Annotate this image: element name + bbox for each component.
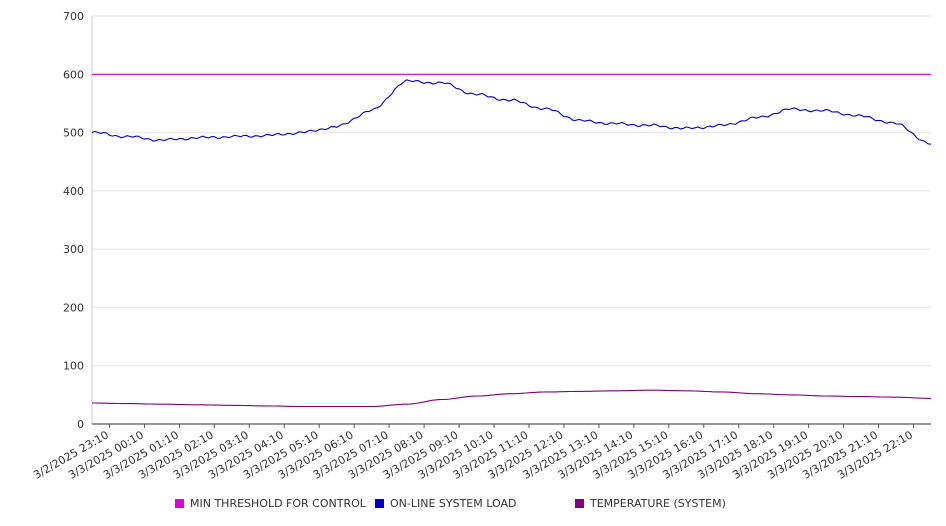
legend-swatch-system-load	[375, 499, 384, 508]
legend-item-system-load: ON-LINE SYSTEM LOAD	[375, 497, 516, 510]
legend: MIN THRESHOLD FOR CONTROL ON-LINE SYSTEM…	[0, 497, 946, 517]
y-tick-label: 500	[63, 127, 84, 140]
y-tick-label: 300	[63, 243, 84, 256]
legend-label-temperature: TEMPERATURE (SYSTEM)	[590, 497, 726, 510]
grid-lines	[92, 15, 931, 367]
series-lines	[91, 73, 932, 408]
legend-item-min-threshold: MIN THRESHOLD FOR CONTROL	[175, 497, 366, 510]
y-tick-label: 400	[63, 185, 84, 198]
y-tick-label: 100	[63, 360, 84, 373]
legend-label-min-threshold: MIN THRESHOLD FOR CONTROL	[190, 497, 366, 510]
legend-item-temperature: TEMPERATURE (SYSTEM)	[575, 497, 726, 510]
y-tick-label: 700	[63, 10, 84, 23]
legend-swatch-min-threshold	[175, 499, 184, 508]
y-axis-ticks: 0 100 200 300 400 500 600 700	[63, 10, 84, 431]
legend-label-system-load: ON-LINE SYSTEM LOAD	[390, 497, 517, 510]
x-axis-ticks: 3/2/2025 23:103/3/2025 00:103/3/2025 01:…	[31, 424, 915, 482]
series-line-system-load	[91, 79, 932, 145]
y-tick-label: 200	[63, 301, 84, 314]
series-line-temperature	[92, 389, 932, 408]
axes	[91, 16, 931, 425]
legend-swatch-temperature	[575, 499, 584, 508]
y-tick-label: 600	[63, 68, 84, 81]
y-tick-label: 0	[77, 418, 84, 431]
